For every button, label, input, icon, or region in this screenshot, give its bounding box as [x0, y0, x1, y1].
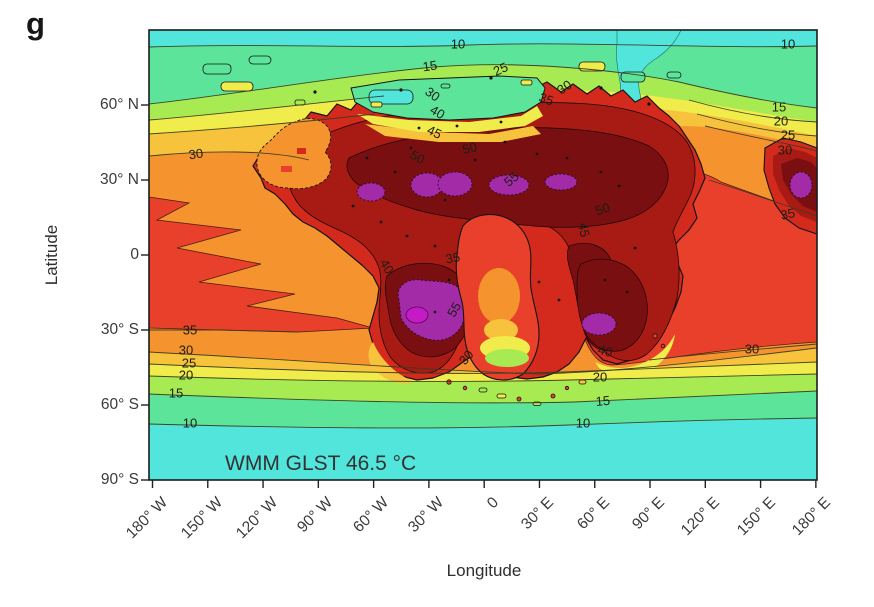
plot-border: [148, 29, 818, 481]
contour-label: 30: [778, 142, 792, 157]
y-tick-label: 60° S: [100, 396, 139, 413]
contour-label: 50: [461, 139, 479, 157]
contour-lines: [148, 43, 818, 429]
contour-label: 10: [183, 415, 197, 430]
contour-label: 30: [745, 341, 759, 356]
contour-label: 30: [188, 146, 204, 163]
panel-label: g: [26, 6, 45, 41]
contour-label: 50: [408, 147, 428, 167]
contour-label: 10: [781, 36, 795, 51]
y-tick-label: 0: [130, 246, 139, 263]
x-tick-label: 60° W: [349, 494, 392, 536]
west-peninsula: [256, 118, 332, 190]
y-tick-label: 90° S: [100, 471, 139, 488]
contour-label: 20: [593, 369, 607, 384]
contour-label: 25: [781, 127, 795, 142]
x-tick-label: 90° W: [294, 494, 337, 536]
contour-label: 25: [182, 355, 196, 370]
east-edge-landmass: [763, 137, 818, 235]
islands: [202, 55, 682, 406]
contour-label: 40: [596, 342, 614, 360]
contour-label: 35: [183, 322, 197, 337]
contour-label: 10: [576, 415, 590, 430]
extreme-core: [405, 306, 429, 324]
y-tick-label: 30° N: [100, 171, 139, 188]
x-axis-title: Longitude: [446, 561, 522, 580]
y-tick-label: 30° S: [100, 321, 139, 338]
continent: [202, 55, 818, 406]
contour-label: 30: [179, 342, 193, 357]
central-bay: [455, 213, 540, 381]
x-tick-label: 30° W: [404, 494, 447, 536]
contour-label: 15: [422, 58, 438, 75]
contour-label: 10: [451, 36, 465, 51]
north-lowland: [350, 75, 546, 142]
contour-label: 20: [774, 113, 788, 128]
contour-label: 35: [537, 89, 556, 108]
y-axis-ticks: [141, 104, 149, 481]
contour-label: 40: [428, 102, 448, 122]
contour-label: 35: [444, 249, 461, 266]
contour-label: 45: [575, 221, 592, 238]
x-tick-label: 0: [484, 494, 503, 513]
hotspots: [356, 171, 617, 341]
x-tick-label: 90° E: [629, 494, 669, 533]
contour-label: 15: [595, 393, 611, 409]
contour-label: 15: [772, 99, 786, 114]
y-axis-title: Latitude: [42, 224, 61, 286]
contour-label: 40: [377, 256, 397, 276]
x-tick-label: 150° W: [177, 494, 226, 543]
x-tick-label: 120° W: [232, 494, 282, 543]
contour-label: 20: [179, 367, 193, 382]
x-tick-label: 120° E: [678, 494, 724, 540]
contour-label: 30: [422, 84, 442, 105]
x-tick-label: 30° E: [518, 494, 558, 533]
x-tick-label: 180° E: [788, 494, 834, 540]
contour-label: 15: [169, 385, 183, 400]
contour-label: 55: [444, 299, 464, 319]
x-tick-label: 60° E: [573, 494, 613, 533]
contour-label: 25: [491, 59, 510, 79]
x-tick-label: 180° W: [122, 494, 171, 543]
map-annotation: WMM GLST 46.5 °C: [225, 452, 416, 475]
contour-label: 35: [779, 205, 796, 223]
inland-dots: [313, 76, 651, 314]
x-tick-label: 150° E: [733, 494, 779, 540]
contour-label: 30: [554, 77, 574, 98]
y-tick-label: 60° N: [100, 96, 139, 113]
x-axis-ticks: [151, 480, 817, 488]
contour-label: 45: [425, 122, 444, 142]
contour-label: 50: [593, 199, 612, 218]
south-coastal-strips: [368, 334, 675, 384]
